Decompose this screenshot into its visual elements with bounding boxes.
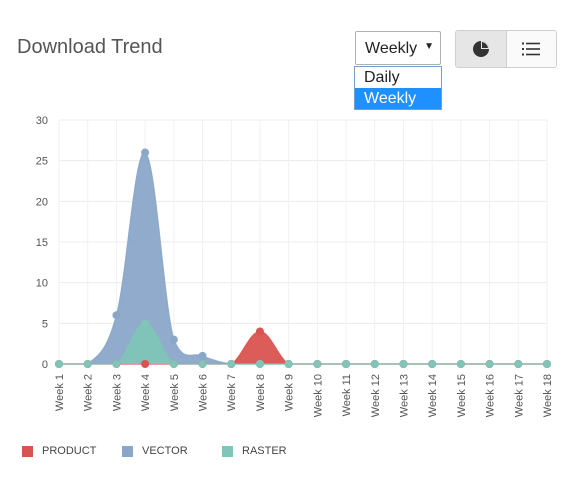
data-point-vector [112,311,121,320]
data-point-raster [55,360,63,368]
data-point-product [141,360,150,368]
data-point-raster [399,360,408,368]
x-tick-label: Week 3 [111,374,123,411]
data-point-raster [514,360,523,368]
series-area-raster [59,323,547,364]
legend-item-product[interactable]: PRODUCT [22,445,96,457]
legend-label: PRODUCT [42,445,97,457]
data-point-raster [543,360,551,368]
legend-item-raster[interactable]: RASTER [222,445,287,457]
y-tick-label: 0 [42,359,48,371]
y-tick-label: 20 [36,196,48,208]
x-tick-label: Week 16 [485,374,497,417]
x-tick-label: Week 18 [542,374,554,417]
legend-swatch [122,445,133,457]
x-tick-label: Week 13 [398,374,410,417]
x-tick-label: Week 1 [54,374,66,411]
x-tick-label: Week 6 [198,374,210,411]
legend-label: VECTOR [142,445,188,457]
x-tick-label: Week 2 [83,374,95,411]
option-weekly[interactable]: Weekly [355,88,441,109]
data-point-raster [112,360,121,368]
chart-title: Download Trend [17,36,163,58]
series-area-vector [59,152,547,364]
x-tick-label: Week 8 [255,374,267,411]
data-point-raster [370,360,379,368]
x-tick-label: Week 12 [370,374,382,417]
list-view-button[interactable] [506,31,556,67]
x-tick-label: Week 11 [341,374,353,416]
data-point-raster [485,360,494,368]
legend-label: RASTER [242,445,287,457]
x-tick-label: Week 17 [513,374,525,417]
x-tick-label: Week 14 [427,374,439,417]
x-tick-label: Week 7 [226,374,238,411]
data-point-raster [198,360,207,368]
data-point-raster [284,360,293,368]
y-tick-label: 10 [36,278,48,290]
x-tick-label: Week 4 [140,374,152,411]
x-tick-label: Week 5 [169,374,181,411]
legend-swatch [22,445,33,457]
data-point-raster [428,360,437,368]
data-point-raster [141,319,150,328]
data-point-vector [169,335,178,344]
caret-down-icon: ▼ [424,41,434,52]
legend-item-vector[interactable]: VECTOR [122,445,188,457]
data-point-raster [169,360,178,368]
data-point-raster [227,360,236,368]
x-tick-label: Week 15 [456,374,468,417]
data-point-product [255,327,264,336]
data-point-vector [198,351,207,360]
y-tick-label: 25 [36,156,48,168]
area-chart: 0 5 10 15 20 25 30 Week 1 Week 2 Week 3 Week 4 Week… [36,115,554,417]
data-point-raster [255,360,264,368]
x-tick-label: Week 9 [284,374,296,411]
pie-chart-icon [472,41,489,57]
data-point-raster [313,360,322,368]
data-point-raster [456,360,465,368]
y-tick-label: 15 [36,237,48,249]
period-select-value: Weekly [365,40,418,57]
period-dropdown[interactable]: Daily Weekly [354,66,442,110]
data-point-raster [342,360,351,368]
y-tick-label: 5 [42,318,48,330]
data-point-vector [141,148,150,157]
legend-swatch [222,445,233,457]
list-icon [522,42,541,56]
y-tick-label: 30 [36,115,48,127]
option-daily[interactable]: Daily [364,69,400,86]
view-toggle [455,30,557,68]
period-select[interactable]: Weekly ▼ [355,31,441,65]
x-tick-label: Week 10 [312,374,324,417]
data-point-raster [83,360,92,368]
pie-view-button[interactable] [456,31,507,67]
